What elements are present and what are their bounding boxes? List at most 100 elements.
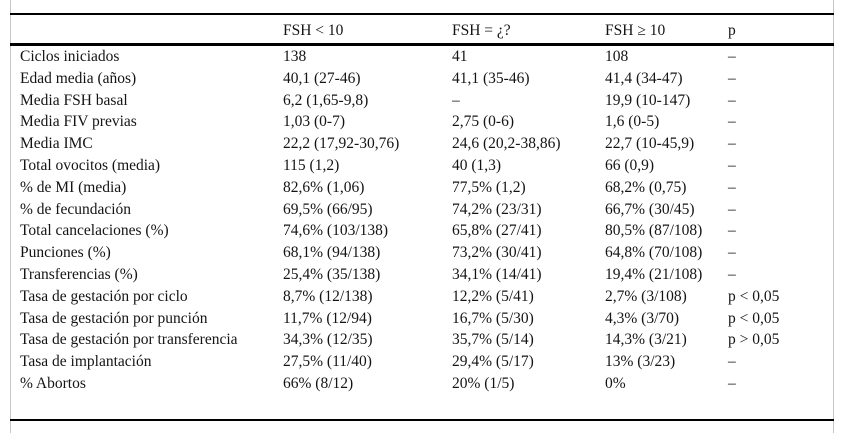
row-value: 25,4% (35/138) <box>283 265 381 283</box>
row-label: Tasa de gestación por ciclo <box>20 287 188 305</box>
row-value: – <box>728 244 736 262</box>
results-table: FSH < 10 FSH = ¿? FSH ≥ 10 p Ciclos inic… <box>10 15 834 395</box>
row-label: % de MI (media) <box>20 178 127 196</box>
table-row: % de MI (media) 82,6% (1,06) 77,5% (1,2) 68… <box>10 177 834 199</box>
table-row: Tasa de gestación por punción 11,7% (12/9… <box>10 308 834 330</box>
row-value: – <box>728 353 736 371</box>
row-label: Media FSH basal <box>20 91 128 109</box>
row-value: 12,2% (5/41) <box>452 287 534 305</box>
table-row: % Abortos 66% (8/12) 20% (1/5) 0% – <box>10 373 834 395</box>
row-value: 108 <box>605 48 629 65</box>
row-value: – <box>728 156 736 174</box>
row-label: Total cancelaciones (%) <box>20 222 169 240</box>
row-value: 24,6 (20,2-38,86) <box>452 135 561 153</box>
row-value: 41,1 (35-46) <box>452 69 530 87</box>
row-value: 1,03 (0-7) <box>283 113 345 131</box>
row-value: 8,7% (12/138) <box>283 287 373 305</box>
row-value: p > 0,05 <box>728 331 780 349</box>
row-label: Media IMC <box>20 135 93 153</box>
left-scan-edge-line <box>10 0 11 433</box>
row-value: 77,5% (1,2) <box>452 178 526 196</box>
row-value: 34,1% (14/41) <box>452 265 542 283</box>
row-value: 40 (1,3) <box>452 156 502 174</box>
row-label: Tasa de implantación <box>20 353 152 371</box>
row-value: 16,7% (5/30) <box>452 309 534 327</box>
row-value: 13% (3/23) <box>605 353 676 371</box>
row-value: 115 (1,2) <box>283 156 340 174</box>
row-value: – <box>728 265 736 283</box>
row-value: 74,2% (23/31) <box>452 200 542 218</box>
row-value: 6,2 (1,65-9,8) <box>283 91 369 109</box>
row-value: – <box>728 178 736 196</box>
row-value: 64,8% (70/108) <box>605 244 703 262</box>
row-value: 40,1 (27-46) <box>283 69 361 87</box>
table-header-row: FSH < 10 FSH = ¿? FSH ≥ 10 p <box>10 15 834 46</box>
row-label: Transferencias (%) <box>20 265 138 283</box>
row-value: 1,6 (0-5) <box>605 113 660 131</box>
row-value: – <box>728 200 736 218</box>
table-row: Ciclos iniciados 138 41 108 – <box>10 46 834 68</box>
row-value: 138 <box>283 48 307 65</box>
row-value: 68,2% (0,75) <box>605 178 687 196</box>
table-row: Media FSH basal 6,2 (1,65-9,8) – 19,9 (10-1… <box>10 90 834 112</box>
row-label: Tasa de gestación por punción <box>20 309 208 327</box>
row-value: 22,7 (10-45,9) <box>605 135 695 153</box>
row-value: 65,8% (27/41) <box>452 222 542 240</box>
table-header-rule <box>10 43 834 46</box>
row-value: 35,7% (5/14) <box>452 331 534 349</box>
row-label: Tasa de gestación por transferencia <box>20 331 238 349</box>
row-value: 27,5% (11/40) <box>283 353 372 371</box>
row-value: 69,5% (66/95) <box>283 200 373 218</box>
row-value: 4,3% (3/70) <box>605 309 680 327</box>
row-value: 0% <box>605 374 626 392</box>
row-label: Punciones (%) <box>20 244 111 262</box>
row-value: – <box>728 113 736 131</box>
table-row: Edad media (años) 40,1 (27-46) 41,1 (35-46… <box>10 68 834 90</box>
row-value: 19,9 (10-147) <box>605 91 691 109</box>
row-label: Edad media (años) <box>20 69 137 87</box>
row-value: 22,2 (17,92-30,76) <box>283 135 400 153</box>
row-value: – <box>728 374 736 392</box>
row-value: 66% (8/12) <box>283 374 354 392</box>
column-header-fsh-unknown: FSH = ¿? <box>452 21 511 39</box>
table-bottom-rule <box>10 419 834 421</box>
row-label: % Abortos <box>20 374 86 392</box>
row-value: 19,4% (21/108) <box>605 265 703 283</box>
table-row: Total cancelaciones (%) 74,6% (103/138) 65… <box>10 220 834 242</box>
table-row: Transferencias (%) 25,4% (35/138) 34,1% (1… <box>10 264 834 286</box>
table-row: Tasa de implantación 27,5% (11/40) 29,4% (… <box>10 351 834 373</box>
row-label: Media FIV previas <box>20 113 137 131</box>
table-body: Ciclos iniciados 138 41 108– Edad media (año… <box>10 46 834 395</box>
row-value: 34,3% (12/35) <box>283 331 373 349</box>
row-value: – <box>728 69 736 87</box>
table-row: Punciones (%) 68,1% (94/138) 73,2% (30/41)… <box>10 242 834 264</box>
row-value: 66,7% (30/45) <box>605 200 695 218</box>
row-label: % de fecundación <box>20 200 132 218</box>
row-value: 2,75 (0-6) <box>452 113 514 131</box>
row-value: 20% (1/5) <box>452 374 515 392</box>
row-value: 41,4 (34-47) <box>605 69 683 87</box>
row-value: – <box>728 222 736 240</box>
column-header-fsh-lt-10: FSH < 10 <box>283 21 344 39</box>
row-value: 68,1% (94/138) <box>283 244 381 262</box>
row-value: 14,3% (3/21) <box>605 331 687 349</box>
table-row: Tasa de gestación por ciclo 8,7% (12/138)… <box>10 286 834 308</box>
table-row: Tasa de gestación por transferencia 34,3%… <box>10 329 834 351</box>
row-value: 73,2% (30/41) <box>452 244 542 262</box>
table-row: Media IMC 22,2 (17,92-30,76) 24,6 (20,2-38… <box>10 133 834 155</box>
row-label: Total ovocitos (media) <box>20 156 161 174</box>
row-value: – <box>452 91 460 109</box>
column-header-p-value: p <box>728 21 736 39</box>
table-row: Media FIV previas 1,03 (0-7) 2,75 (0-6) 1,6… <box>10 111 834 133</box>
row-value: 80,5% (87/108) <box>605 222 703 240</box>
row-value: 82,6% (1,06) <box>283 178 365 196</box>
table-top-rule <box>10 13 834 15</box>
table-row: Total ovocitos (media) 115 (1,2) 40 (1,3) 6… <box>10 155 834 177</box>
row-value: 29,4% (5/17) <box>452 353 534 371</box>
row-value: p < 0,05 <box>728 287 780 305</box>
right-scan-edge-line <box>833 0 834 433</box>
row-value: 66 (0,9) <box>605 156 655 174</box>
row-value: 41 <box>452 48 468 65</box>
row-value: 11,7% (12/94) <box>283 309 372 327</box>
